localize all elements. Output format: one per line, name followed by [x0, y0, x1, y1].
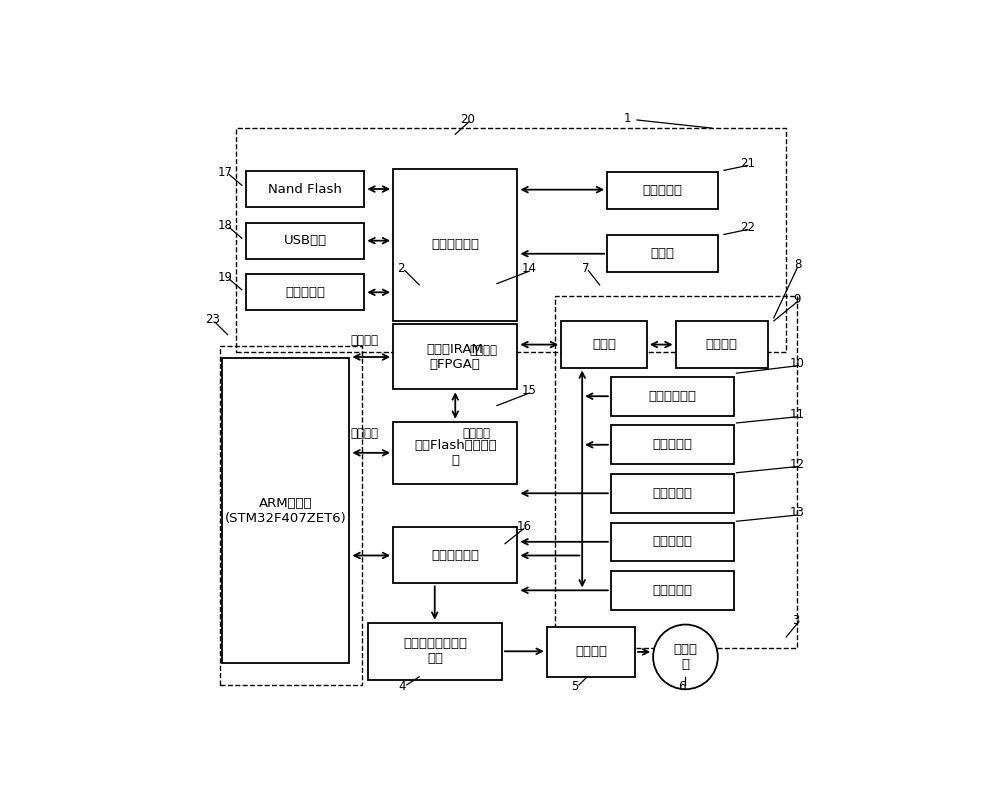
Bar [561, 321, 647, 368]
Bar [607, 171, 718, 209]
Text: 9: 9 [794, 292, 801, 305]
Text: 19: 19 [218, 271, 233, 284]
Text: 3: 3 [792, 614, 799, 627]
Bar [611, 426, 734, 464]
Text: ARM控制器
(STM32F407ZET6): ARM控制器 (STM32F407ZET6) [225, 497, 347, 524]
Bar [220, 346, 362, 685]
Text: 8: 8 [794, 259, 801, 271]
Bar [222, 358, 349, 663]
Text: 漏油传感器: 漏油传感器 [652, 536, 692, 549]
Text: 7: 7 [582, 262, 589, 276]
Text: 22: 22 [740, 221, 755, 234]
Text: 并行总线: 并行总线 [469, 344, 497, 357]
Text: 并行总线: 并行总线 [351, 334, 379, 347]
Text: USB接口: USB接口 [284, 234, 327, 247]
Text: 23: 23 [205, 314, 220, 326]
Text: 14: 14 [522, 262, 537, 276]
Text: Nand Flash: Nand Flash [268, 183, 342, 196]
Bar [611, 523, 734, 561]
Bar [368, 623, 502, 680]
Text: 漏针传感器: 漏针传感器 [652, 486, 692, 500]
Text: 双端口IRAM
（FPGA）: 双端口IRAM （FPGA） [427, 343, 484, 371]
Text: 并行总线: 并行总线 [463, 427, 491, 440]
Bar [393, 324, 517, 389]
Text: 4: 4 [398, 680, 406, 693]
Bar [611, 474, 734, 512]
Text: 圈零位传感器: 圈零位传感器 [648, 389, 696, 402]
Bar [555, 296, 797, 647]
Bar [246, 274, 364, 310]
Text: 正交编码器: 正交编码器 [652, 584, 692, 597]
Text: 断纱传感器: 断纱传感器 [652, 438, 692, 451]
Bar [547, 627, 635, 677]
Text: 液晶显示器: 液晶显示器 [642, 183, 682, 197]
Text: 5: 5 [571, 680, 578, 693]
Text: 外扩Flash花型存储
器: 外扩Flash花型存储 器 [414, 439, 497, 467]
Bar [611, 571, 734, 609]
Text: 16: 16 [516, 520, 531, 532]
Bar [246, 171, 364, 207]
Text: 18: 18 [218, 219, 232, 232]
Text: 并行总线: 并行总线 [351, 427, 379, 440]
Text: 1: 1 [624, 112, 631, 124]
Text: 20: 20 [460, 113, 475, 127]
Bar [246, 223, 364, 259]
Text: 变频电机: 变频电机 [575, 646, 607, 659]
Text: 21: 21 [740, 157, 755, 170]
Text: 变频电机驱动控制
电路: 变频电机驱动控制 电路 [403, 638, 467, 665]
Text: 10: 10 [790, 357, 805, 370]
Text: 选针器: 选针器 [592, 338, 616, 351]
Text: 12: 12 [790, 457, 805, 470]
Text: 高速光耦隔离: 高速光耦隔离 [431, 549, 479, 562]
Text: 调线手指: 调线手指 [706, 338, 738, 351]
Bar [393, 169, 517, 321]
Bar [607, 235, 718, 272]
Text: 11: 11 [790, 408, 805, 421]
Text: 6: 6 [679, 680, 686, 693]
Text: 17: 17 [218, 166, 233, 179]
Bar [236, 128, 786, 352]
Text: 15: 15 [522, 384, 537, 397]
Text: 2: 2 [397, 262, 404, 276]
Bar [393, 422, 517, 484]
Text: 人机交互单元: 人机交互单元 [431, 238, 479, 251]
Text: 针筒转
动: 针筒转 动 [673, 643, 697, 671]
Text: 触摸屏: 触摸屏 [650, 247, 674, 260]
Bar [611, 377, 734, 415]
Text: 以太网接口: 以太网接口 [285, 286, 325, 299]
Circle shape [653, 625, 718, 689]
Bar [393, 528, 517, 583]
Text: 13: 13 [790, 506, 805, 519]
Bar [676, 321, 768, 368]
